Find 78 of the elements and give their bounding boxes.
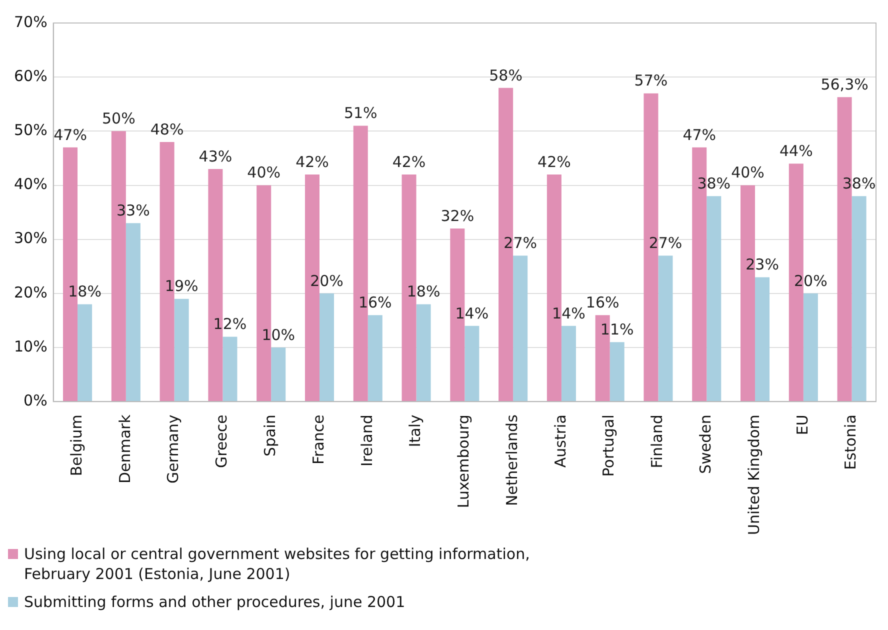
y-tick-label: 70%: [14, 12, 48, 31]
data-label: 33%: [116, 202, 150, 220]
data-label: 19%: [164, 277, 198, 296]
bar: [126, 223, 140, 402]
bar: [78, 304, 92, 402]
legend-label: Submitting forms and other procedures, june 2001: [24, 592, 406, 612]
bar: [368, 315, 382, 402]
data-label: 48%: [150, 120, 184, 138]
bar: [464, 326, 480, 402]
x-tick-label: Ireland: [358, 414, 376, 466]
data-label: 16%: [586, 293, 620, 312]
data-label: 57%: [634, 72, 668, 90]
data-label: 12%: [213, 315, 247, 334]
bar: [610, 342, 624, 402]
x-tick-label: Germany: [164, 414, 182, 484]
data-label: 40%: [731, 164, 764, 182]
data-label: 38%: [842, 174, 876, 192]
x-tick-label: Netherlands: [502, 414, 521, 506]
data-label: 47%: [682, 126, 716, 144]
bar: [803, 293, 818, 402]
data-label: 10%: [262, 326, 296, 344]
data-label: 47%: [54, 126, 87, 144]
data-label: 40%: [247, 164, 281, 182]
data-label: 20%: [794, 272, 828, 290]
x-tick-label: Luxembourg: [454, 414, 473, 508]
data-label: 38%: [697, 174, 731, 192]
x-tick-label: Italy: [406, 414, 424, 448]
data-label: 56,3%: [820, 75, 868, 94]
x-tick-label: France: [309, 414, 328, 464]
data-label: 43%: [198, 147, 232, 166]
y-tick-label: 0%: [24, 391, 48, 410]
data-label: 42%: [392, 152, 426, 171]
data-label: 11%: [600, 320, 634, 338]
y-tick-label: 20%: [14, 283, 48, 302]
y-tick-label: 50%: [14, 121, 48, 140]
data-label: 23%: [746, 256, 779, 274]
x-tick-label: United Kingdom: [744, 414, 763, 536]
bar: [222, 336, 238, 402]
x-tick-label: Portugal: [600, 414, 618, 477]
bar: [319, 293, 334, 402]
bar: [513, 256, 528, 402]
legend-label: Using local or central government websites for getting information, February 2001 (Estonia, June 2001): [24, 544, 531, 584]
y-tick-label: 30%: [14, 229, 48, 248]
y-tick-label: 60%: [14, 66, 48, 85]
data-label: 14%: [455, 304, 489, 322]
bar: [658, 256, 673, 402]
x-tick-label: Austria: [551, 414, 570, 468]
x-tick-label: Sweden: [696, 414, 715, 474]
x-tick-label: Greece: [212, 414, 231, 468]
data-label: 58%: [489, 66, 522, 84]
data-label: 51%: [344, 104, 378, 122]
data-label: 50%: [102, 110, 136, 128]
x-tick-label: Spain: [260, 414, 279, 457]
bar: [755, 277, 770, 402]
data-label: 42%: [538, 152, 571, 171]
bar: [852, 196, 866, 402]
bar: [271, 348, 286, 402]
data-label: 44%: [779, 142, 813, 160]
data-label: 42%: [296, 152, 329, 171]
data-label: 32%: [440, 206, 474, 225]
bar: [706, 196, 722, 402]
data-label: 18%: [406, 282, 440, 301]
bar: [561, 326, 576, 402]
x-tick-label: Belgium: [67, 414, 86, 476]
bar: [174, 298, 189, 402]
x-tick-label: Denmark: [116, 414, 134, 484]
y-tick-label: 40%: [14, 175, 48, 194]
x-tick-label: Finland: [648, 414, 666, 468]
data-label: 14%: [552, 304, 586, 322]
data-label: 18%: [68, 282, 102, 301]
bar: [416, 304, 431, 402]
x-tick-label: Estonia: [842, 414, 860, 470]
data-label: 27%: [504, 234, 537, 252]
x-tick-label: EU: [793, 414, 812, 436]
data-label: 27%: [648, 234, 682, 252]
data-label: 16%: [358, 293, 392, 312]
y-tick-label: 10%: [14, 337, 48, 356]
data-label: 20%: [310, 272, 344, 290]
